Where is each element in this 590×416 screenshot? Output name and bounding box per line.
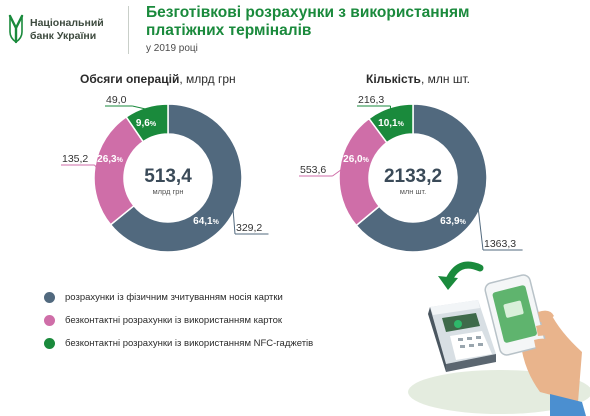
legend-item-physical: розрахунки із фізичним зчитуванням носія… [44, 286, 313, 309]
chart-2-center-value: 2133,2 [384, 166, 442, 187]
legend-label-physical: розрахунки із фізичним зчитуванням носія… [65, 292, 283, 303]
chart-1-pct-contactless_card: 26,3% [97, 154, 123, 165]
chart-2-title-bold: Кількість [366, 72, 421, 86]
chart-1-pct-physical: 64,1% [193, 216, 219, 227]
chart-2-slice-nfc [367, 103, 414, 144]
chart-1-center-unit: млрд грн [152, 187, 183, 196]
logo-line1: Національний [30, 17, 104, 29]
chart-2-center-unit: млн шт. [400, 187, 426, 196]
page-title-line2: платіжних терміналів [146, 22, 312, 39]
chart-1-pct-nfc: 9,6% [136, 118, 157, 129]
legend-item-nfc: безконтактні розрахунки із використанням… [44, 332, 313, 355]
nbu-logo: Національний банк України [8, 14, 118, 50]
chart-2-pct-contactless_card: 26,0% [343, 154, 369, 165]
chart-2-value-nfc: 216,3 [358, 94, 384, 106]
hand-with-phone-icon [484, 274, 586, 416]
legend: розрахунки із фізичним зчитуванням носія… [44, 286, 313, 355]
chart-1-center-value: 513,4 [144, 166, 192, 187]
chart-2-leader-contactless_card [332, 169, 342, 177]
chart-2-pct-physical: 63,9% [440, 216, 466, 227]
legend-swatch-nfc [44, 338, 55, 349]
chart-1-leader-contactless_card [94, 164, 98, 169]
legend-item-contactless-card: безконтактні розрахунки із використанням… [44, 309, 313, 332]
chart-2-slice-physical [355, 103, 488, 253]
chart-1-slice-physical [109, 103, 243, 253]
chart-1-title-bold: Обсяги операцій [80, 72, 180, 86]
chart-1-title: Обсяги операцій, млрд грн [80, 72, 236, 86]
logo-text: Національний банк України [30, 17, 104, 43]
page-subtitle: у 2019 році [146, 43, 198, 54]
chart-1-value-physical: 329,2 [236, 222, 262, 234]
chart-2-title-unit: , млн шт. [420, 72, 470, 86]
page-title: Безготівкові розрахунки з використанням … [146, 4, 566, 40]
nbu-logo-icon [8, 14, 24, 44]
transfer-arrow-head-icon [438, 276, 458, 290]
payment-terminal-and-phone-illustration [408, 261, 590, 416]
chart-2-value-contactless_card: 553,6 [300, 164, 326, 176]
page-title-line1: Безготівкові розрахунки з використанням [146, 4, 470, 21]
chart-1-leader-nfc [132, 105, 147, 110]
chart-2-pct-nfc: 10,1% [378, 118, 404, 129]
chart-1-slice-nfc [125, 103, 169, 143]
chart-2-value-physical: 1363,3 [484, 238, 516, 250]
logo-line2: банк України [30, 30, 97, 42]
header-divider [128, 6, 129, 54]
legend-label-nfc: безконтактні розрахунки із використанням… [65, 338, 314, 349]
chart-2-title: Кількість, млн шт. [366, 72, 470, 86]
legend-label-contactless-card: безконтактні розрахунки із використанням… [65, 315, 283, 326]
pos-terminal-icon [428, 300, 496, 372]
chart-1-title-unit: , млрд грн [179, 72, 236, 86]
chart-2-leader-physical [477, 208, 484, 251]
legend-swatch-physical [44, 292, 55, 303]
legend-swatch-contactless-card [44, 315, 55, 326]
chart-1-value-contactless_card: 135,2 [62, 153, 88, 165]
chart-1-value-nfc: 49,0 [106, 94, 127, 106]
chart-1-leader-physical [232, 208, 236, 235]
